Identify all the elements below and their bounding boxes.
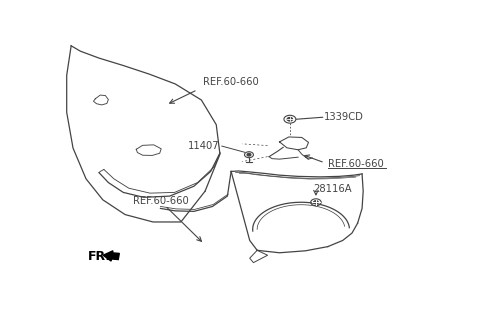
- Text: 11407: 11407: [188, 140, 220, 151]
- Text: FR.: FR.: [88, 250, 111, 263]
- Circle shape: [288, 117, 292, 121]
- Text: REF.60-660: REF.60-660: [203, 76, 259, 86]
- FancyArrow shape: [103, 251, 120, 261]
- Text: REF.60-660: REF.60-660: [132, 196, 188, 206]
- Text: 1339CD: 1339CD: [324, 112, 364, 122]
- Text: 28116A: 28116A: [313, 184, 351, 194]
- Circle shape: [314, 201, 318, 204]
- Text: REF.60-660: REF.60-660: [328, 159, 384, 169]
- Circle shape: [247, 154, 251, 156]
